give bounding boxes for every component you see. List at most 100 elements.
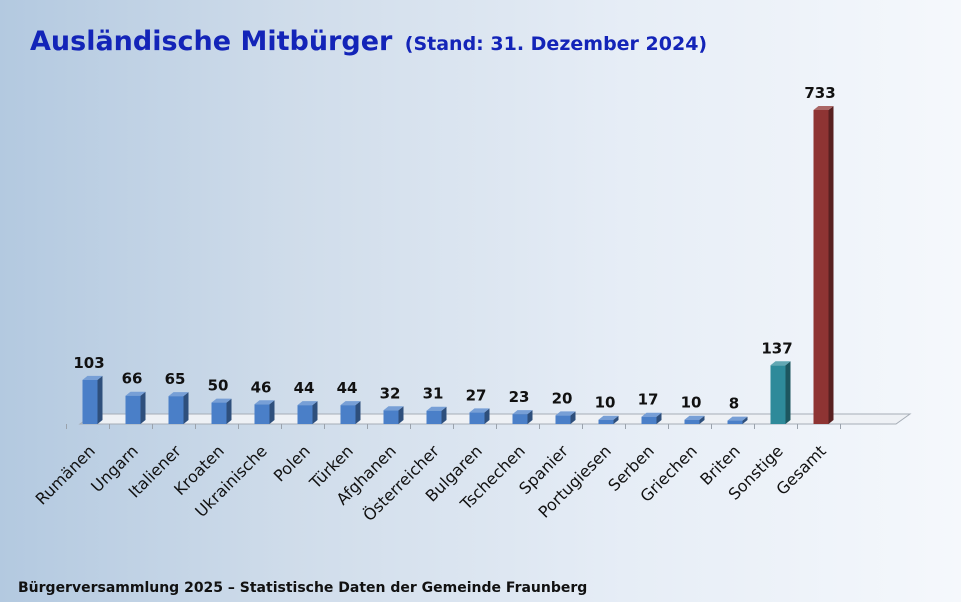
bar [211, 398, 232, 424]
bar-front [727, 420, 743, 424]
bar-top [211, 398, 232, 403]
data-label: 44 [337, 379, 358, 397]
bar [340, 401, 361, 424]
bar-top [813, 106, 834, 110]
bar-side [570, 411, 576, 424]
data-label: 31 [423, 385, 444, 403]
bar-top [340, 401, 361, 406]
bar-front [340, 405, 356, 424]
bar-side [742, 416, 748, 424]
bar-front [211, 402, 227, 424]
bar-top [555, 411, 576, 416]
data-label: 44 [294, 379, 315, 397]
bar-front [555, 415, 571, 424]
data-label: 20 [552, 389, 573, 407]
bar-front [770, 365, 786, 424]
bar-top [168, 392, 189, 397]
bar [813, 106, 834, 424]
bar-side [398, 406, 404, 424]
bar [684, 415, 705, 424]
chart-subtitle: (Stand: 31. Dezember 2024) [404, 33, 708, 55]
bar-top [684, 415, 705, 420]
bar-front [82, 379, 98, 424]
bar-side [484, 408, 490, 424]
chart-title: Ausländische Mitbürger [30, 26, 393, 57]
bar [383, 406, 404, 424]
data-label: 137 [761, 339, 792, 357]
bar [598, 415, 619, 424]
data-label: 50 [208, 377, 229, 395]
bar [426, 406, 447, 424]
x-axis-ticks [66, 424, 841, 429]
bar-front [254, 404, 270, 424]
bar-side [226, 398, 232, 424]
bar-top [125, 391, 146, 396]
footer-text: Bürgerversammlung 2025 – Statistische Da… [18, 580, 588, 596]
bar-front [297, 405, 313, 424]
data-label: 8 [729, 395, 739, 413]
bar-top [383, 406, 404, 411]
bar-front [641, 416, 657, 424]
bar-top [598, 415, 619, 420]
bar-top [770, 361, 791, 366]
x-axis-label: Rumänen [32, 441, 99, 508]
bar-side [441, 406, 447, 424]
bar-top [469, 408, 490, 413]
bar-side [613, 415, 619, 424]
bar-side [312, 401, 318, 424]
data-label: 10 [595, 394, 616, 412]
bar-front [469, 412, 485, 424]
bar-top [297, 401, 318, 406]
bar-front [813, 110, 829, 424]
bar-front [383, 410, 399, 424]
bar-front [598, 419, 614, 424]
bar-top [426, 406, 447, 411]
bar-side [140, 391, 146, 424]
bar-front [168, 396, 184, 424]
bar [641, 412, 662, 424]
bar-side [785, 361, 791, 424]
bar-side [527, 410, 533, 424]
bar-side [269, 400, 275, 424]
bar [82, 375, 103, 424]
bar [168, 392, 189, 424]
data-label: 10 [681, 394, 702, 412]
bar [125, 391, 146, 424]
bar [727, 416, 748, 424]
bar-side [828, 106, 834, 424]
bar-side [183, 392, 189, 424]
bars [82, 106, 834, 424]
bar-side [699, 415, 705, 424]
bar-front [512, 414, 528, 424]
data-label: 27 [466, 386, 487, 404]
bar-front [684, 419, 700, 424]
bar-side [656, 412, 662, 424]
data-label: 103 [73, 354, 104, 372]
x-axis-labels: RumänenUngarnItalienerKroatenUkrainische… [32, 441, 830, 525]
bar-top [254, 400, 275, 405]
bar-side [97, 375, 103, 424]
data-label: 17 [638, 391, 659, 409]
bar-side [355, 401, 361, 424]
bar-top [512, 410, 533, 415]
bar [512, 410, 533, 424]
data-label: 66 [122, 370, 143, 388]
bar [770, 361, 791, 424]
bar-front [426, 410, 442, 424]
bar [297, 401, 318, 424]
data-labels: 103 66 65 50 46 44 44 32 31 27 23 20 10 17 10 8 137 733 [73, 84, 835, 413]
bar-top [727, 416, 748, 421]
bar-top [641, 412, 662, 417]
bar [469, 408, 490, 424]
bar-front [125, 395, 141, 424]
data-label: 733 [804, 84, 835, 102]
data-label: 23 [509, 388, 530, 406]
bar [555, 411, 576, 424]
bar [254, 400, 275, 424]
data-label: 65 [165, 370, 186, 388]
bar-top [82, 375, 103, 380]
data-label: 32 [380, 384, 401, 402]
chart-title-block: Ausländische Mitbürger (Stand: 31. Dezem… [30, 26, 707, 57]
